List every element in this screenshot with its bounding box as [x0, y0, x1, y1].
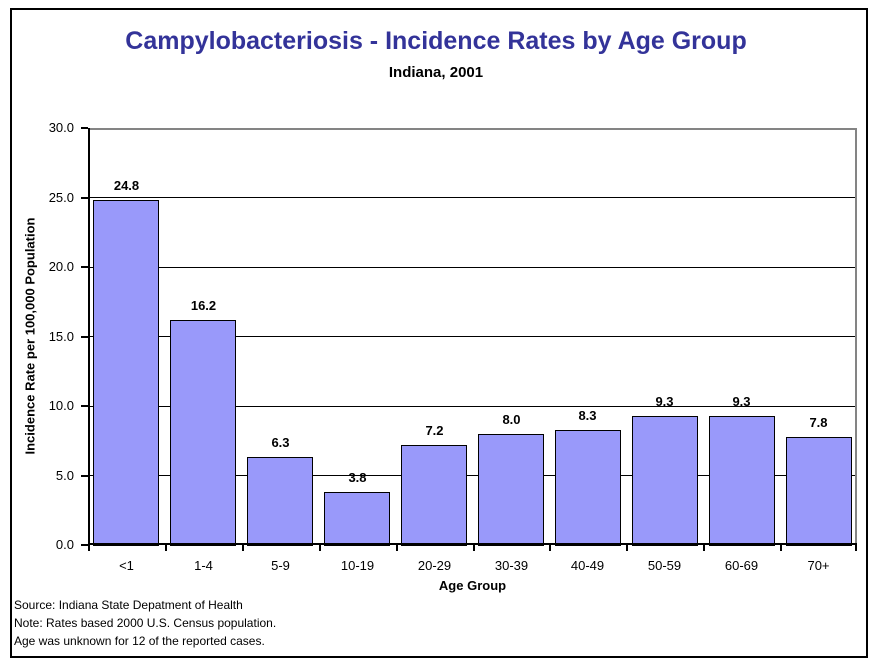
y-tick-label: 25.0 — [48, 189, 74, 205]
y-axis-tick — [81, 127, 88, 129]
x-axis-tick — [242, 545, 244, 551]
x-tick-label: 60-69 — [724, 558, 759, 573]
bar-value-label: 6.3 — [271, 435, 290, 450]
gridline — [88, 405, 857, 407]
bar — [247, 457, 313, 546]
plot-frame-right — [855, 128, 857, 545]
y-tick-label: 20.0 — [48, 259, 74, 274]
bar — [786, 437, 852, 546]
x-axis-tick — [396, 545, 398, 551]
bar — [324, 492, 390, 546]
plot-frame-top — [88, 128, 857, 130]
bar-value-label: 9.3 — [655, 394, 674, 409]
x-axis-tick — [319, 545, 321, 551]
gridline — [88, 197, 857, 198]
y-tick-label: 5.0 — [55, 467, 74, 483]
bar — [93, 200, 159, 546]
footnotes: Source: Indiana State Depatment of Healt… — [14, 596, 574, 650]
x-tick-label: 10-19 — [340, 558, 375, 573]
x-axis-tick — [88, 545, 90, 551]
x-axis-tick — [549, 545, 551, 551]
unknown-age-note: Age was unknown for 12 of the reported c… — [14, 634, 265, 648]
bar — [555, 430, 621, 546]
bar — [709, 416, 775, 546]
x-axis-tick — [165, 545, 167, 551]
x-axis-tick — [626, 545, 628, 551]
x-axis-line — [88, 543, 857, 545]
y-axis-tick — [81, 405, 88, 407]
x-tick-label: 40-49 — [570, 558, 605, 573]
bar-value-label: 7.8 — [809, 415, 828, 430]
bar — [478, 434, 544, 546]
x-tick-label: 1-4 — [194, 558, 213, 573]
x-tick-label: 50-59 — [647, 558, 682, 573]
chart-title: Campylobacteriosis - Incidence Rates by … — [125, 27, 747, 55]
bar-value-label: 8.0 — [502, 412, 521, 427]
plot-area: 24.8 16.2 6.3 3.8 7.2 8.0 8.3 9.3 9.3 7.8 0.0 5.0 10… — [49, 120, 857, 573]
x-axis-title: Age Group — [438, 578, 507, 593]
y-axis-tick — [81, 474, 88, 477]
y-axis-tick — [81, 196, 88, 199]
x-tick-label: 20-29 — [417, 558, 452, 573]
bar — [401, 445, 467, 546]
y-tick-label: 0.0 — [55, 537, 74, 552]
x-axis-tick — [473, 545, 475, 551]
y-axis-tick — [81, 544, 88, 546]
bar — [632, 416, 698, 546]
bar-value-label: 9.3 — [732, 394, 751, 409]
y-axis-tick — [81, 335, 88, 338]
chart-subtitle: Indiana, 2001 — [388, 64, 484, 81]
chart-outer-border — [10, 8, 868, 658]
y-tick-label: 30.0 — [48, 120, 74, 135]
bar-value-label: 8.3 — [578, 408, 597, 423]
x-tick-label: 5-9 — [271, 558, 290, 573]
x-axis-tick — [855, 545, 857, 551]
gridline — [88, 266, 857, 268]
y-axis-tick — [81, 266, 88, 268]
x-tick-label: <1 — [119, 558, 134, 573]
bar-value-label: 24.8 — [113, 178, 140, 193]
bar — [170, 320, 236, 546]
x-axis-tick — [780, 545, 782, 551]
x-tick-label: 30-39 — [494, 558, 529, 573]
bar-value-label: 7.2 — [425, 423, 444, 438]
x-tick-label: 70+ — [807, 558, 830, 573]
source-note: Source: Indiana State Depatment of Healt… — [14, 598, 243, 612]
bar-value-label: 16.2 — [190, 298, 217, 313]
x-axis-tick — [703, 545, 705, 551]
y-tick-label: 15.0 — [48, 328, 74, 344]
gridline — [88, 475, 857, 476]
census-note: Note: Rates based 2000 U.S. Census popul… — [14, 616, 277, 630]
y-axis-line — [88, 128, 90, 545]
gridline — [88, 336, 857, 337]
y-tick-label: 10.0 — [48, 398, 74, 413]
bar-value-label: 3.8 — [348, 470, 367, 485]
